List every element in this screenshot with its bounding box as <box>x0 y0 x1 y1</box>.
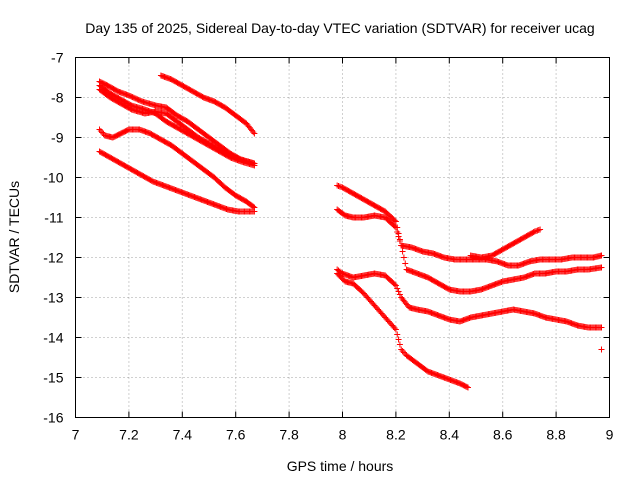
data-point <box>96 126 103 133</box>
data-point <box>396 291 403 298</box>
plot-frame <box>75 57 610 418</box>
data-point <box>598 324 605 331</box>
data-point <box>97 128 104 134</box>
x-axis-label: GPS time / hours <box>287 458 394 474</box>
data-point <box>392 224 399 231</box>
x-tick-label: 7 <box>72 427 80 443</box>
y-tick-label: -8 <box>51 90 64 106</box>
y-tick-label: -10 <box>43 170 63 186</box>
y-tick-label: -15 <box>43 370 63 386</box>
y-tick-label: -11 <box>44 210 63 226</box>
x-tick-label: 7.8 <box>279 427 299 443</box>
data-point <box>250 129 257 136</box>
data-point <box>394 285 401 292</box>
data-point <box>391 223 398 230</box>
data-point <box>391 325 398 332</box>
data-point <box>530 229 537 236</box>
y-tick-label: -12 <box>43 250 63 266</box>
x-tick-label: 7.4 <box>173 427 193 443</box>
y-tick-label: -7 <box>51 50 64 66</box>
series-track-1 <box>157 72 258 137</box>
data-point <box>395 233 402 240</box>
series-track-9 <box>334 206 605 295</box>
data-points <box>96 72 605 391</box>
data-point <box>396 238 403 244</box>
y-tick-label: -9 <box>51 130 64 146</box>
series-track-10 <box>334 266 605 331</box>
data-point <box>392 218 399 225</box>
series-track-5 <box>96 126 258 211</box>
x-tick-label: 8.2 <box>386 427 406 443</box>
data-point <box>464 384 471 391</box>
series-track-6 <box>96 148 258 215</box>
series-isolated <box>598 346 605 353</box>
data-point <box>251 160 258 167</box>
y-tick-label: -14 <box>43 330 63 346</box>
data-point <box>395 288 402 295</box>
x-tick-label: 8.8 <box>546 427 566 443</box>
x-tick-label: 9 <box>606 427 614 443</box>
data-point <box>395 336 402 343</box>
x-tick-label: 7.6 <box>226 427 246 443</box>
y-axis-label: SDTVAR / TECUs <box>6 181 22 293</box>
data-point <box>463 383 470 390</box>
data-point <box>396 341 403 348</box>
data-point <box>394 229 401 235</box>
x-tick-label: 8.4 <box>440 427 460 443</box>
data-point <box>399 248 406 255</box>
data-point <box>537 226 544 233</box>
x-tick-labels: 7 7.2 7.4 7.6 7.8 8 8.2 8.4 8.6 8.8 9 <box>72 427 614 443</box>
data-point <box>251 208 258 215</box>
series-track-8 <box>467 226 544 261</box>
grid-lines <box>75 57 610 418</box>
chart-title: Day 135 of 2025, Sidereal Day-to-day VTE… <box>85 20 594 36</box>
data-point <box>400 254 407 261</box>
series-track-7 <box>334 182 605 269</box>
data-point <box>392 326 399 333</box>
data-point <box>391 281 398 288</box>
data-point <box>394 331 401 338</box>
data-point <box>391 217 398 224</box>
data-point <box>598 346 605 353</box>
data-point <box>402 260 409 267</box>
series-track-11 <box>334 270 471 391</box>
data-point <box>399 348 406 354</box>
y-tick-label: -13 <box>43 290 63 306</box>
data-point <box>400 349 407 356</box>
y-tick-label: -16 <box>43 410 63 426</box>
data-point <box>598 264 605 271</box>
data-point <box>398 346 405 353</box>
data-point <box>392 282 399 289</box>
y-tick-labels: -7 -8 -9 -10 -11 -12 -13 -14 -15 -16 <box>43 50 63 426</box>
data-point <box>398 242 405 249</box>
series-track-4 <box>96 86 258 167</box>
x-tick-label: 7.2 <box>119 427 139 443</box>
data-point <box>598 252 605 259</box>
x-tick-label: 8.6 <box>493 427 513 443</box>
x-tick-label: 8 <box>339 427 347 443</box>
data-point <box>99 129 106 136</box>
data-point <box>251 130 258 137</box>
